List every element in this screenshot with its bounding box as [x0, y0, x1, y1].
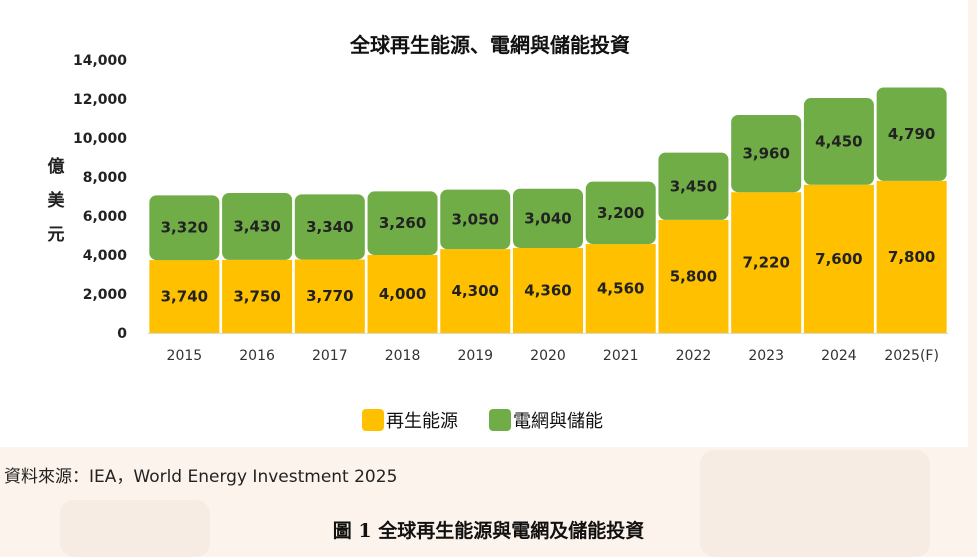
- x-tick-label: 2020: [530, 348, 566, 364]
- data-label-grid-storage: 3,040: [524, 209, 571, 227]
- y-tick-label: 14,000: [73, 53, 127, 69]
- bar-grid-storage: [585, 181, 656, 245]
- y-axis-ticks: 14,000 12,000 10,000 8,000 6,000 4,000 2,000 0: [73, 53, 127, 342]
- data-label-grid-storage: 4,450: [815, 132, 862, 150]
- bar-renewable: [367, 255, 438, 333]
- bar-grid-storage: [731, 114, 802, 193]
- bars: 3,740 3,320 3,750 3,430 3,770 3,340 4,000 3,260…: [149, 87, 947, 333]
- figure-caption: 圖 1 全球再生能源與電網及儲能投資: [332, 520, 645, 542]
- bar-renewable: [222, 259, 293, 333]
- data-label-grid-storage: 3,430: [233, 217, 280, 235]
- x-axis-ticks: 2015 2016 2017 2018 2019 2020 2021 2022 2023 2024…: [167, 348, 939, 364]
- stacked-bar-chart: 全球再生能源、電網與儲能投資 億美元 14,000 12,000 10,000 8,0…: [48, 33, 948, 432]
- x-tick-label: 2017: [312, 348, 348, 364]
- x-tick-label: 2023: [748, 348, 784, 364]
- data-label-renewable: 3,770: [306, 287, 353, 305]
- y-axis-label: 億美元: [48, 156, 66, 245]
- data-label-grid-storage: 3,050: [452, 210, 499, 228]
- x-tick-label: 2019: [457, 348, 493, 364]
- y-tick-label: 8,000: [83, 170, 128, 186]
- source-note: 資料來源：IEA，World Energy Investment 2025: [4, 467, 398, 487]
- data-label-renewable: 4,300: [452, 282, 499, 300]
- data-label-renewable: 5,800: [670, 267, 717, 285]
- bar-grid-storage: [367, 191, 438, 255]
- bar-renewable: [513, 247, 583, 333]
- y-tick-label: 12,000: [73, 92, 127, 108]
- x-tick-label: 2016: [239, 348, 275, 364]
- data-label-grid-storage: 3,200: [597, 204, 644, 222]
- bar-renewable: [440, 249, 511, 333]
- y-tick-label: 0: [117, 326, 127, 342]
- bar-grid-storage: [803, 98, 874, 185]
- bar-grid-storage: [149, 195, 220, 261]
- bar-renewable: [803, 184, 874, 333]
- data-label-renewable: 4,000: [379, 285, 426, 303]
- data-label-grid-storage: 3,960: [742, 145, 789, 163]
- x-tick-label: 2024: [821, 348, 857, 364]
- x-tick-label: 2018: [385, 348, 421, 364]
- data-label-grid-storage: 3,450: [670, 177, 717, 195]
- data-label-renewable: 4,360: [524, 281, 571, 299]
- legend: 再生能源 電網與儲能: [362, 409, 603, 432]
- bar-grid-storage: [513, 188, 583, 248]
- chart-title: 全球再生能源、電網與儲能投資: [349, 33, 630, 57]
- background-shape: [700, 450, 930, 557]
- legend-swatch: [489, 409, 511, 431]
- data-label-renewable: 7,800: [888, 248, 935, 266]
- data-label-renewable: 7,600: [815, 250, 862, 268]
- bar-grid-storage: [294, 194, 365, 260]
- data-label-renewable: 3,750: [233, 287, 280, 305]
- x-tick-label: 2015: [167, 348, 203, 364]
- data-label-grid-storage: 3,260: [379, 214, 426, 232]
- y-tick-label: 10,000: [73, 131, 127, 147]
- y-tick-label: 4,000: [83, 248, 128, 264]
- bar-renewable: [585, 244, 656, 333]
- legend-label: 電網與儲能: [513, 411, 603, 432]
- data-label-grid-storage: 3,320: [161, 219, 208, 237]
- data-label-renewable: 7,220: [742, 254, 789, 272]
- legend-label: 再生能源: [386, 411, 458, 432]
- x-tick-label: 2022: [676, 348, 712, 364]
- x-tick-label: 2025(F): [884, 348, 939, 364]
- y-tick-label: 2,000: [83, 287, 128, 303]
- bar-renewable: [294, 259, 365, 333]
- y-tick-label: 6,000: [83, 209, 128, 225]
- data-label-grid-storage: 3,340: [306, 218, 353, 236]
- data-label-grid-storage: 4,790: [888, 125, 935, 143]
- data-label-renewable: 4,560: [597, 280, 644, 298]
- bar-renewable: [149, 260, 220, 333]
- bar-grid-storage: [222, 192, 293, 260]
- legend-swatch: [362, 409, 384, 431]
- bar-renewable: [876, 180, 947, 333]
- bar-renewable: [658, 219, 729, 333]
- data-label-renewable: 3,740: [161, 288, 208, 306]
- bar-grid-storage: [440, 189, 511, 250]
- bar-grid-storage: [658, 152, 729, 220]
- chart-panel: 全球再生能源、電網與儲能投資 億美元 14,000 12,000 10,000 8,0…: [0, 0, 968, 447]
- background-shape: [60, 500, 210, 557]
- bar-grid-storage: [876, 87, 947, 181]
- bar-renewable: [731, 192, 802, 333]
- x-tick-label: 2021: [603, 348, 639, 364]
